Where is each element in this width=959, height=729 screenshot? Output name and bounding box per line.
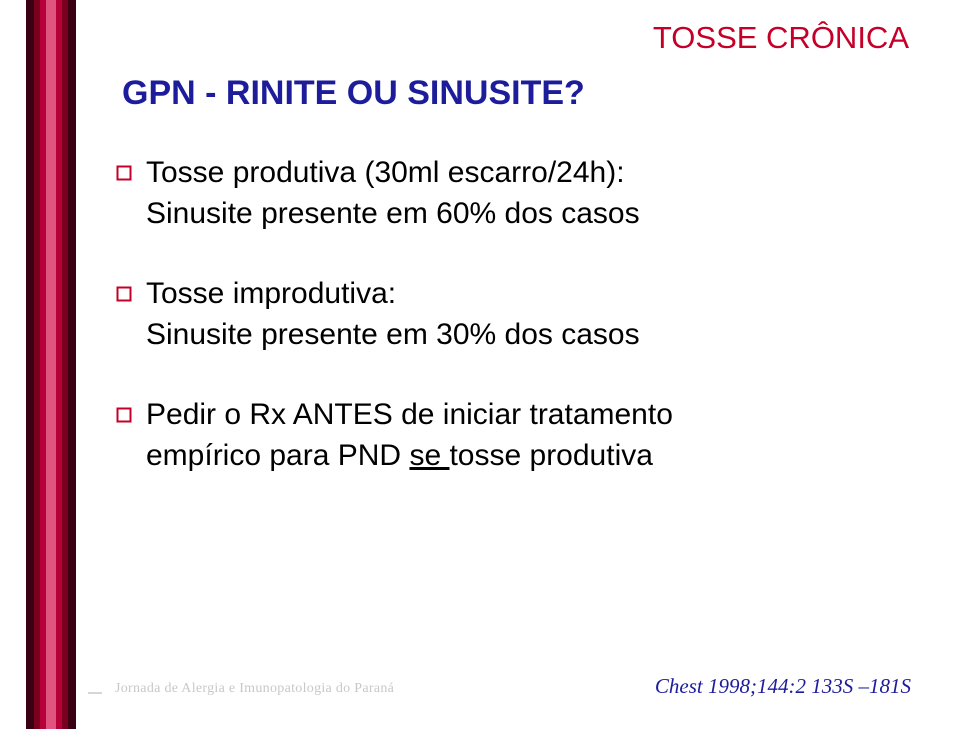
text-segment: Tosse produtiva (30ml escarro/24h):	[146, 156, 625, 189]
footer-dash	[88, 692, 102, 694]
content-area: GPN - RINITE OU SINUSITE? Tosse produtiv…	[110, 20, 919, 516]
band-stripe	[46, 0, 56, 729]
text-segment: Tosse improdutiva:	[146, 277, 396, 310]
band-stripe	[68, 0, 76, 729]
text-segment: empírico para PND	[146, 439, 409, 472]
bullet-text: Tosse produtiva (30ml escarro/24h): Sinus…	[146, 153, 640, 234]
left-decorative-band	[26, 0, 78, 729]
text-segment: Pedir o Rx ANTES de iniciar tratamento	[146, 398, 673, 431]
bullet-text: Tosse improdutiva: Sinusite presente em 3…	[146, 274, 640, 355]
citation: Chest 1998;144:2 133S –181S	[655, 674, 911, 699]
text-segment: se	[409, 439, 449, 472]
bullet-square-icon	[116, 407, 132, 423]
footer-watermark: Jornada de Alergia e Imunopatologia do P…	[115, 681, 394, 697]
bullet-item: Tosse improdutiva: Sinusite presente em 3…	[116, 274, 919, 355]
main-heading: GPN - RINITE OU SINUSITE?	[122, 74, 919, 113]
bullet-item: Tosse produtiva (30ml escarro/24h): Sinus…	[116, 153, 919, 234]
bullet-text: Pedir o Rx ANTES de iniciar tratamento e…	[146, 395, 673, 476]
bullet-square-icon	[116, 165, 132, 181]
text-segment: Sinusite presente em 60% dos casos	[146, 197, 640, 230]
bullet-item: Pedir o Rx ANTES de iniciar tratamento e…	[116, 395, 919, 476]
text-segment: Sinusite presente em 30% dos casos	[146, 318, 640, 351]
bullet-list: Tosse produtiva (30ml escarro/24h): Sinus…	[116, 153, 919, 476]
text-segment: tosse produtiva	[449, 439, 652, 472]
band-stripe	[26, 0, 34, 729]
bullet-square-icon	[116, 286, 132, 302]
